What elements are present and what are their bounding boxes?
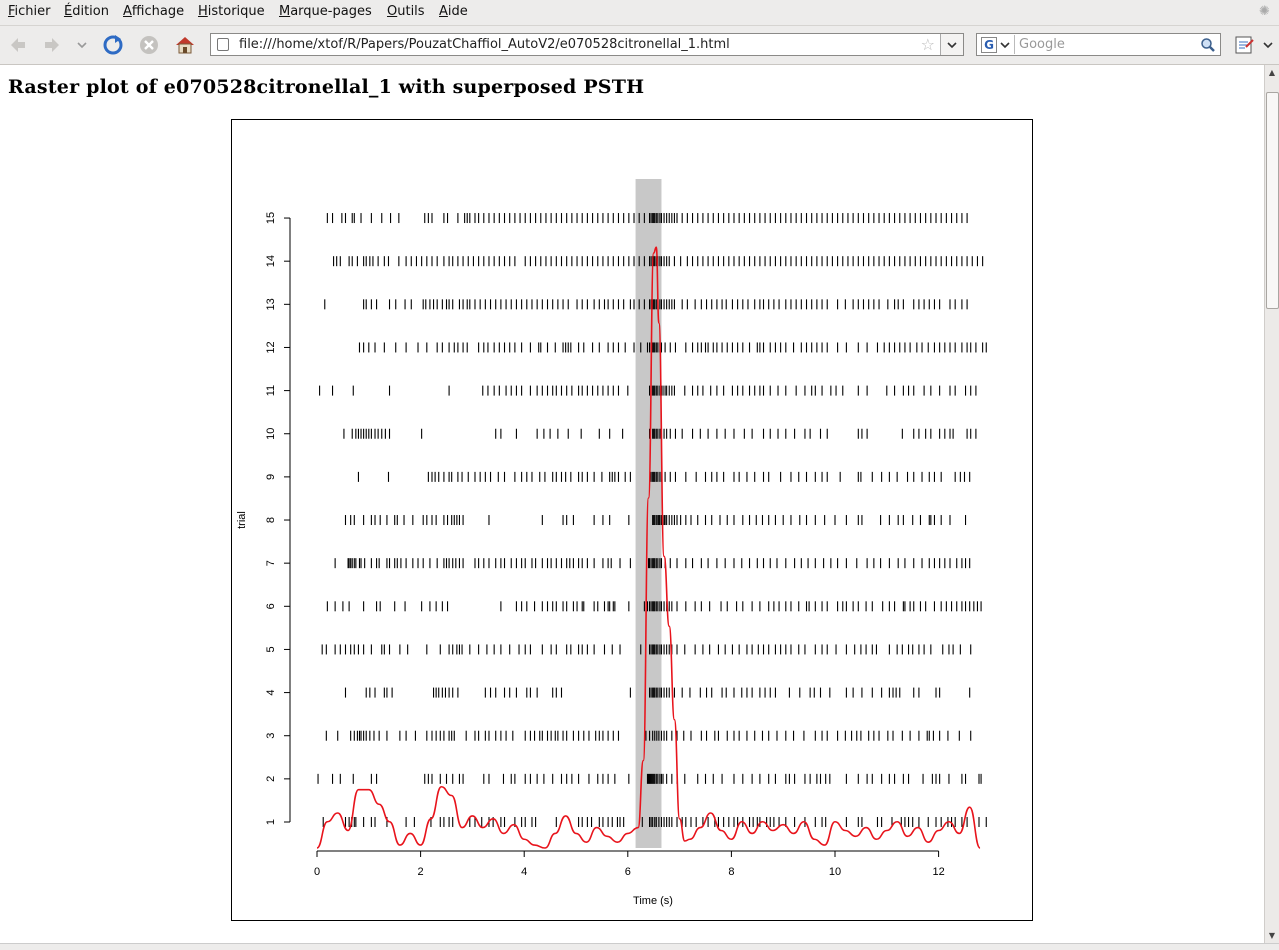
google-g-icon[interactable]: G: [978, 35, 1015, 54]
y-tick-label: 6: [265, 603, 277, 609]
menu-item-6[interactable]: Aide: [439, 4, 468, 19]
y-axis-label: trial: [236, 511, 248, 529]
forward-arrow-icon[interactable]: [40, 34, 64, 56]
x-tick-label: 12: [932, 866, 944, 878]
scroll-thumb[interactable]: [1266, 92, 1279, 309]
reload-icon[interactable]: [101, 34, 125, 56]
y-tick-label: 14: [265, 255, 277, 267]
stop-icon[interactable]: [137, 34, 161, 56]
bookmark-star-icon[interactable]: ☆: [920, 35, 935, 54]
y-tick-label: 5: [265, 646, 277, 652]
x-tick-label: 2: [418, 866, 424, 878]
vertical-scrollbar[interactable]: ▲ ▼: [1264, 65, 1279, 943]
page-file-icon: [217, 38, 229, 51]
status-bar: [0, 943, 1279, 950]
history-dropdown-icon[interactable]: [72, 34, 92, 56]
back-arrow-icon[interactable]: [6, 34, 30, 56]
y-tick-label: 2: [265, 776, 277, 782]
x-axis-label: Time (s): [633, 895, 673, 907]
x-tick-label: 4: [521, 866, 527, 878]
menu-item-5[interactable]: Outils: [387, 4, 425, 19]
navigation-toolbar: file:///home/xtof/R/Papers/PouzatChaffio…: [0, 26, 1279, 65]
scroll-up-icon[interactable]: ▲: [1268, 68, 1276, 77]
menu-bar: Fichier Édition Affichage Historique Marque-…: [0, 0, 1279, 26]
raster-plot-frame: 0 2 4 6 8 10 12 Time (s) 1 2 3 4 5 6 7 8 9 10 11 12 13 14 15 tr…: [231, 119, 1033, 921]
y-tick-label: 1: [265, 819, 277, 825]
throbber-icon: ✺: [1259, 4, 1270, 19]
y-tick-label: 11: [265, 385, 277, 396]
menu-item-0[interactable]: Fichier: [8, 4, 51, 19]
menu-item-3[interactable]: Historique: [198, 4, 265, 19]
menu-item-2[interactable]: Affichage: [123, 4, 185, 19]
search-placeholder[interactable]: Google: [1019, 37, 1065, 52]
search-magnifier-icon[interactable]: [1200, 37, 1216, 57]
psth-curve: [316, 246, 981, 849]
x-tick-label: 8: [728, 866, 734, 878]
menu-item-4[interactable]: Marque-pages: [279, 4, 372, 19]
page-content: Raster plot of e070528citronellal_1 with…: [0, 65, 1264, 943]
x-tick-label: 10: [829, 866, 841, 878]
y-tick-label: 10: [265, 428, 277, 440]
y-tick-label: 13: [265, 298, 277, 310]
url-dropdown-icon[interactable]: [940, 34, 963, 55]
page-title: Raster plot of e070528citronellal_1 with…: [8, 76, 645, 98]
x-tick-label: 6: [625, 866, 631, 878]
y-tick-label: 9: [265, 474, 277, 480]
toolbar-overflow-icon[interactable]: [1260, 34, 1276, 56]
search-box[interactable]: G Google: [976, 33, 1221, 56]
y-tick-label: 8: [265, 517, 277, 523]
scroll-down-icon[interactable]: ▼: [1268, 931, 1276, 940]
y-tick-label: 15: [265, 212, 277, 224]
y-tick-label: 3: [265, 733, 277, 739]
address-bar[interactable]: file:///home/xtof/R/Papers/PouzatChaffio…: [210, 33, 964, 56]
home-icon[interactable]: [173, 34, 197, 56]
y-tick-label: 7: [265, 560, 277, 566]
y-tick-label: 4: [265, 690, 277, 696]
address-url[interactable]: file:///home/xtof/R/Papers/PouzatChaffio…: [239, 37, 730, 52]
y-tick-label: 12: [265, 341, 277, 353]
x-tick-label: 0: [314, 866, 320, 878]
menu-item-1[interactable]: Édition: [64, 4, 109, 19]
web-clipper-icon[interactable]: [1232, 34, 1256, 56]
